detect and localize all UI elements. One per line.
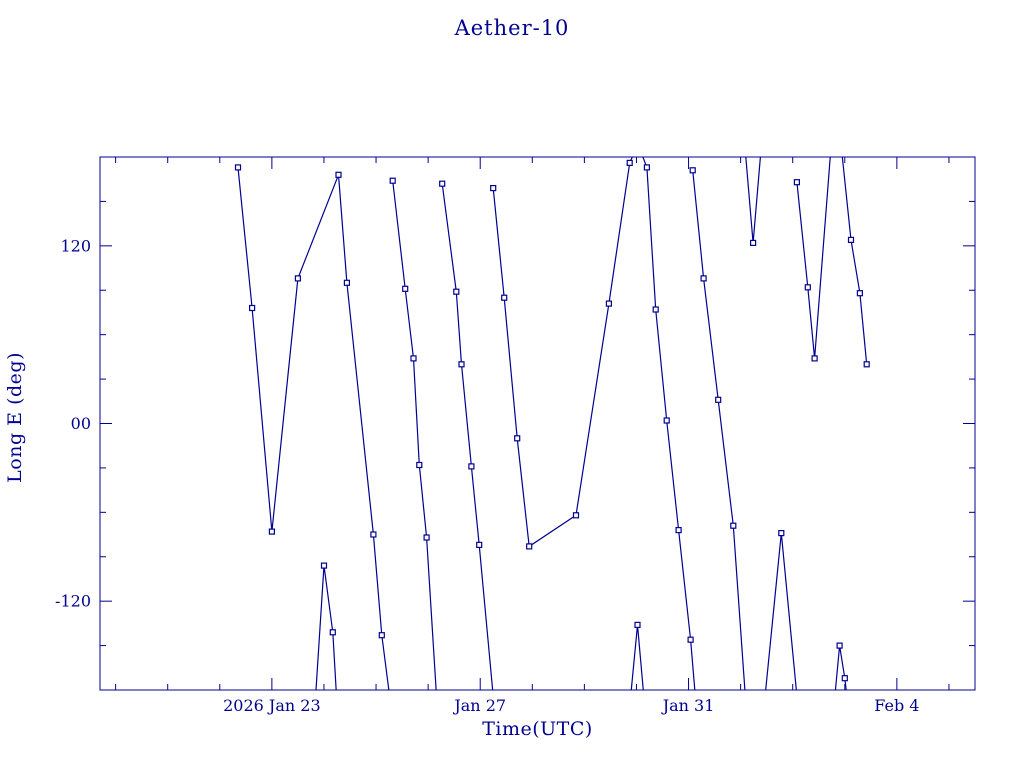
data-point-marker bbox=[335, 171, 342, 178]
data-point-marker bbox=[294, 275, 301, 282]
data-point-marker bbox=[804, 284, 811, 291]
data-point-marker bbox=[416, 461, 423, 469]
data-point-marker bbox=[836, 642, 843, 649]
data-point-marker bbox=[249, 304, 256, 312]
data-point-marker bbox=[378, 632, 385, 639]
data-point-marker bbox=[652, 306, 659, 313]
data-point-marker bbox=[856, 290, 864, 297]
y-tick-label: 00 bbox=[71, 414, 91, 433]
longitude-trace bbox=[441, 183, 494, 690]
data-point-marker bbox=[476, 541, 483, 549]
data-point-marker bbox=[343, 279, 350, 286]
data-point-marker bbox=[402, 285, 409, 292]
data-point-marker bbox=[689, 167, 696, 174]
data-point-marker bbox=[778, 529, 785, 537]
data-point-marker bbox=[423, 534, 430, 541]
x-axis-title: Time(UTC) bbox=[482, 718, 593, 740]
data-point-marker bbox=[526, 543, 533, 550]
longitude-trace bbox=[492, 157, 633, 548]
data-point-marker bbox=[675, 526, 682, 534]
data-point-marker bbox=[847, 236, 855, 243]
data-point-marker bbox=[663, 417, 670, 424]
data-point-marker bbox=[468, 463, 475, 470]
y-tick-label: -120 bbox=[55, 592, 91, 611]
longitude-trace bbox=[630, 624, 644, 690]
x-tick-label: Jan 27 bbox=[452, 696, 506, 715]
data-point-marker bbox=[634, 621, 641, 629]
data-point-marker bbox=[687, 636, 694, 643]
data-point-marker bbox=[320, 562, 328, 569]
longitude-trace bbox=[745, 157, 762, 243]
data-point-marker bbox=[572, 512, 580, 519]
data-point-marker bbox=[811, 355, 818, 362]
data-point-marker bbox=[841, 675, 848, 682]
data-point-marker bbox=[715, 396, 722, 403]
x-tick-label: 2026 Jan 23 bbox=[223, 696, 321, 715]
x-tick-label: Jan 31 bbox=[661, 696, 715, 715]
data-point-marker bbox=[490, 185, 497, 192]
x-tick-label: Feb 4 bbox=[874, 696, 919, 715]
longitude-trace bbox=[796, 157, 831, 359]
data-point-marker bbox=[863, 361, 870, 368]
longitude-trace bbox=[692, 170, 746, 690]
longitude-trace bbox=[315, 565, 337, 690]
series-layer bbox=[234, 157, 870, 690]
data-point-marker bbox=[370, 531, 377, 538]
data-point-marker bbox=[234, 164, 242, 171]
data-point-marker bbox=[410, 355, 417, 362]
longitude-trace bbox=[834, 645, 847, 690]
longitude-trace bbox=[392, 180, 437, 690]
data-point-marker bbox=[439, 180, 446, 187]
data-point-marker bbox=[514, 435, 521, 442]
longitude-trace bbox=[237, 167, 390, 690]
data-point-marker bbox=[700, 275, 707, 282]
longitude-trace bbox=[841, 157, 868, 365]
chart-title: Aether-10 bbox=[454, 16, 570, 40]
data-point-marker bbox=[458, 361, 465, 368]
axes-frame bbox=[99, 156, 976, 691]
longitude-trace bbox=[765, 533, 797, 690]
data-point-marker bbox=[605, 300, 613, 307]
y-tick-label: 120 bbox=[60, 236, 91, 255]
data-point-marker bbox=[730, 522, 737, 529]
data-point-marker bbox=[749, 239, 757, 246]
data-point-marker bbox=[389, 177, 396, 184]
data-point-marker bbox=[268, 528, 275, 535]
data-point-marker bbox=[453, 288, 460, 295]
data-point-marker bbox=[793, 179, 801, 186]
data-point-marker bbox=[643, 164, 651, 171]
data-point-marker bbox=[626, 159, 633, 166]
y-axis-title: Long E (deg) bbox=[4, 352, 26, 483]
data-point-marker bbox=[329, 629, 336, 636]
data-point-marker bbox=[501, 294, 508, 301]
